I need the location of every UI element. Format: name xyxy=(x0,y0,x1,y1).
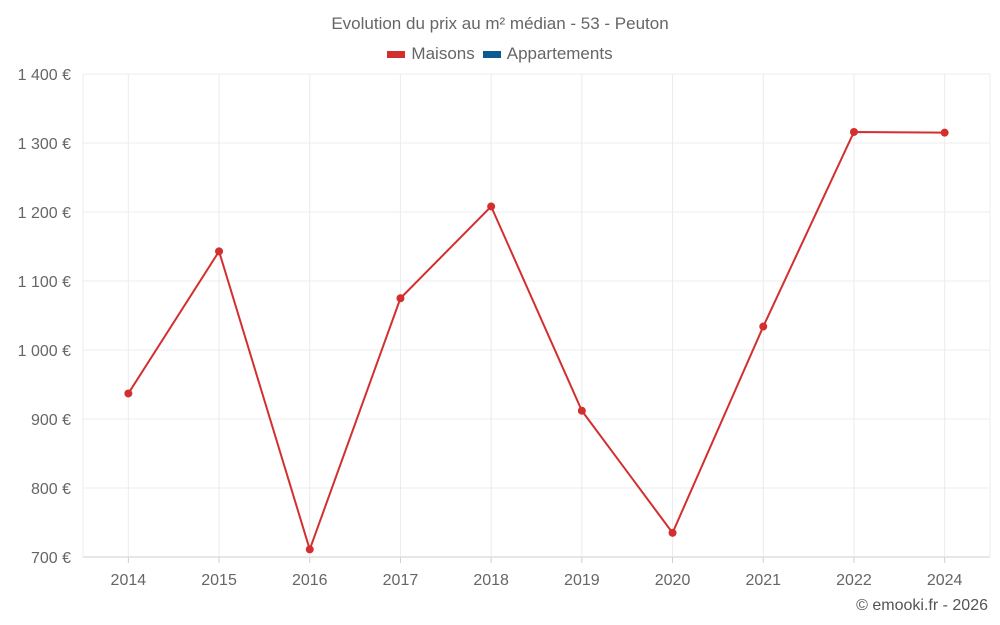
data-point xyxy=(759,322,768,331)
x-tick-label: 2020 xyxy=(655,572,691,589)
x-tick-label: 2021 xyxy=(745,572,781,589)
legend-item-appartements[interactable]: Appartements xyxy=(482,44,613,64)
legend: Maisons Appartements xyxy=(0,44,1000,64)
y-tick-label: 1 000 € xyxy=(18,343,71,360)
data-point xyxy=(668,528,677,537)
legend-label-maisons: Maisons xyxy=(411,44,475,63)
legend-swatch-appartements xyxy=(482,50,501,58)
y-tick-label: 700 € xyxy=(31,550,71,567)
legend-swatch-maisons xyxy=(387,50,406,58)
x-tick-label: 2019 xyxy=(564,572,600,589)
x-tick-label: 2015 xyxy=(201,572,237,589)
data-point xyxy=(849,127,858,136)
data-point xyxy=(487,202,496,211)
data-point xyxy=(940,128,949,137)
x-tick-label: 2022 xyxy=(836,572,872,589)
data-point xyxy=(396,294,405,303)
data-point xyxy=(215,247,224,256)
y-tick-label: 1 300 € xyxy=(18,136,71,153)
x-tick-label: 2024 xyxy=(927,572,963,589)
legend-label-appartements: Appartements xyxy=(506,44,613,63)
x-tick-label: 2018 xyxy=(473,572,509,589)
x-tick-label: 2016 xyxy=(292,572,328,589)
series-line-maisons xyxy=(127,130,945,551)
data-point xyxy=(305,545,314,554)
x-tick-label: 2017 xyxy=(383,572,419,589)
y-tick-label: 900 € xyxy=(31,412,71,429)
y-tick-label: 1 100 € xyxy=(18,274,71,291)
credit-text: © emooki.fr - 2026 xyxy=(856,597,988,614)
data-point xyxy=(577,406,586,415)
y-tick-label: 800 € xyxy=(31,481,71,498)
y-tick-label: 1 200 € xyxy=(18,205,71,222)
x-tick-label: 2014 xyxy=(111,572,147,589)
y-tick-label: 1 400 € xyxy=(18,67,71,84)
data-point xyxy=(124,389,133,398)
chart-title: Evolution du prix au m² médian - 53 - Pe… xyxy=(331,14,669,33)
legend-item-maisons[interactable]: Maisons xyxy=(387,44,475,64)
